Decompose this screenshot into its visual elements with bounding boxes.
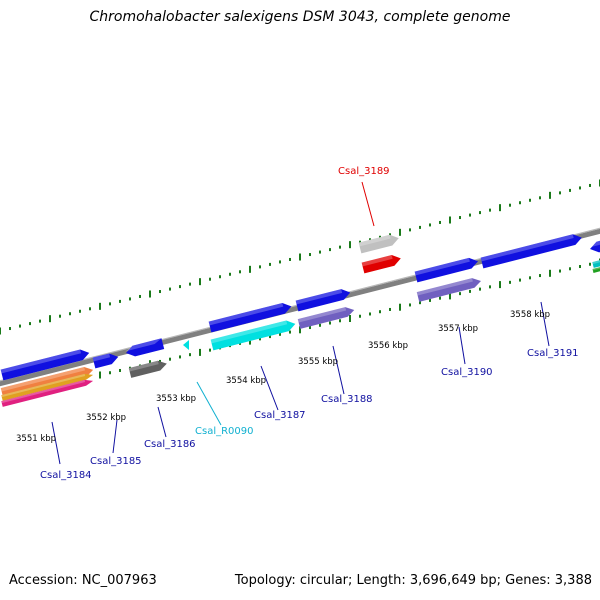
gene-csal-3189-body — [361, 255, 401, 274]
gene-next-product-2 — [592, 264, 600, 273]
scale-label: 3554 kbp — [226, 376, 266, 386]
scale-label: 3555 kbp — [298, 357, 338, 367]
gene-csal-r0090 — [183, 340, 189, 350]
gene-csal-3187-body — [208, 302, 292, 333]
callout-line-8 — [540, 301, 550, 347]
callout-line-5 — [332, 345, 345, 395]
callout-line-2 — [157, 406, 167, 438]
gene-label: Csal_R0090 — [195, 426, 254, 437]
gene-label: Csal_3187 — [254, 410, 306, 421]
gene-3184-stack-3-shine — [1, 379, 86, 404]
gene-csal-3186-shine — [125, 338, 162, 352]
gene-3184-stack-2-body — [1, 373, 94, 401]
callout-line-4 — [260, 365, 279, 411]
gene-csal-r0090-product-body — [210, 320, 296, 351]
gene-csal-3188-body — [295, 289, 351, 312]
gene-csal-3184 — [0, 349, 90, 381]
gene-csal-3190-product-shine — [416, 278, 473, 296]
gene-csal-3189 — [361, 255, 401, 274]
gene-next-product-1 — [592, 257, 600, 268]
gene-csal-3191 — [480, 234, 582, 269]
gene-csal-3189-top — [358, 234, 399, 254]
gene-label: Csal_3191 — [527, 348, 579, 359]
gene-label-layer: Csal_3184Csal_3185Csal_3186Csal_R0090Csa… — [40, 166, 579, 481]
gene-csal-3186 — [125, 338, 165, 357]
gene-csal-3187-shine — [208, 302, 284, 326]
gene-label: Csal_3186 — [144, 439, 196, 450]
gene-csal-3189-top-body — [358, 234, 399, 254]
gene-csal-3190-shine — [414, 257, 470, 276]
accession-label: Accession: NC_007963 — [9, 573, 157, 588]
gene-csal-3188-product-body — [297, 307, 355, 329]
gene-3184-stack-1-shine — [0, 366, 85, 392]
gene-next-product-2-body — [592, 264, 600, 273]
gene-next — [589, 236, 600, 253]
gene-csal-3190-product — [416, 278, 481, 302]
gene-csal-3184-shine — [0, 349, 82, 374]
callout-layer — [51, 181, 550, 465]
scale-label-layer: 3551 kbp 3552 kbp 3553 kbp 3554 kbp 3555 kbp… — [16, 310, 550, 444]
callout-line-7 — [458, 326, 466, 365]
gene-csal-3188-product — [297, 307, 355, 329]
gene-csal-3190-product-body — [416, 278, 481, 302]
gene-csal-3190 — [414, 257, 479, 283]
gene-next-shine — [589, 236, 600, 248]
gene-csal-3189-shine — [361, 255, 393, 267]
gene-csal-3187 — [208, 302, 292, 333]
gene-label: Csal_3184 — [40, 470, 92, 481]
gene-csal-3188-shine — [295, 289, 343, 305]
outer-tick-track — [0, 179, 600, 335]
gene-csal-3184-body — [0, 349, 90, 381]
gene-csal-3186-body — [126, 338, 165, 357]
gene-csal-3185-shine — [92, 353, 111, 362]
gene-label: Csal_3188 — [321, 394, 373, 405]
scale-label: 3558 kbp — [510, 310, 550, 320]
gene-csal-3185 — [92, 353, 119, 369]
gene-next-body — [590, 236, 600, 253]
gene-csal-3186-product — [128, 360, 167, 378]
scale-label: 3553 kbp — [156, 394, 196, 404]
gene-csal-3188-product-shine — [297, 307, 347, 323]
gene-csal-3185-body — [92, 353, 119, 369]
scale-label: 3557 kbp — [438, 324, 478, 334]
callout-line-3 — [196, 381, 222, 426]
gene-next-product-2-shine — [592, 264, 600, 271]
gene-3184-stack-2-shine — [1, 373, 86, 398]
gene-csal-3188 — [295, 289, 351, 312]
gene-label: Csal_3185 — [90, 456, 142, 467]
gene-3184-stack-3-body — [1, 379, 94, 407]
callout-line-1 — [112, 419, 118, 454]
gene-label: Csal_3190 — [441, 367, 493, 378]
scale-label: 3556 kbp — [368, 341, 408, 351]
gene-next-product-1-shine — [592, 257, 600, 265]
gene-3184-stack-3 — [1, 379, 94, 407]
map-title: Chromohalobacter salexigens DSM 3043, co… — [89, 9, 511, 25]
gene-csal-3191-body — [480, 234, 582, 269]
gene-3184-stack-2 — [1, 373, 94, 401]
gene-csal-3190-body — [414, 257, 479, 283]
gene-csal-3191-shine — [480, 234, 574, 262]
scale-label: 3551 kbp — [16, 434, 56, 444]
gene-csal-r0090-product-shine — [210, 320, 288, 344]
genome-summary: Topology: circular; Length: 3,696,649 bp… — [234, 573, 592, 588]
callout-line-6 — [361, 181, 375, 227]
feature-layer — [0, 234, 600, 407]
scale-label: 3552 kbp — [86, 413, 126, 423]
gene-csal-r0090-product — [210, 320, 296, 351]
gene-next-product-1-body — [592, 257, 600, 268]
gene-csal-3186-product-shine — [128, 360, 159, 372]
gene-csal-3186-product-body — [128, 360, 167, 378]
callout-line-0 — [51, 421, 61, 465]
gene-label: Csal_3189 — [338, 166, 390, 177]
gene-csal-3189-top-shine — [358, 234, 391, 247]
